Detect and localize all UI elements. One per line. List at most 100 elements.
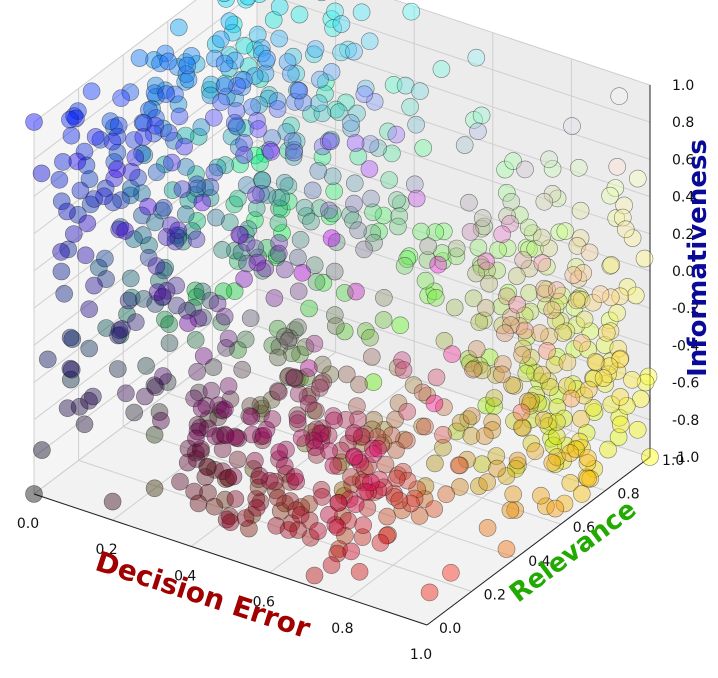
data-point (292, 498, 311, 516)
data-point (189, 309, 208, 328)
data-point (188, 179, 206, 198)
data-point (312, 480, 331, 499)
data-point (178, 56, 197, 75)
y-tick-label: 0.4 (528, 554, 550, 570)
grid-line (348, 430, 572, 600)
y-tick-label: 0.8 (617, 487, 639, 503)
data-point (253, 171, 272, 190)
data-point (473, 455, 491, 474)
grid-line (212, 359, 606, 492)
data-point (320, 505, 338, 524)
data-point (426, 454, 444, 473)
data-point (104, 193, 122, 212)
data-point (325, 262, 344, 281)
data-point (293, 263, 312, 282)
data-point (472, 258, 491, 277)
data-point (251, 70, 270, 88)
data-point (147, 109, 165, 127)
data-point (361, 328, 379, 347)
data-point (407, 115, 425, 134)
data-point (425, 282, 444, 301)
data-point (405, 489, 424, 508)
data-point (77, 156, 96, 175)
z-tick-label: 0.4 (672, 190, 694, 206)
data-point (122, 269, 140, 288)
data-point (139, 197, 157, 216)
data-point (483, 413, 502, 431)
data-point (547, 281, 566, 300)
data-point (609, 428, 628, 447)
data-point (279, 521, 298, 539)
data-point (158, 373, 177, 391)
data-point (101, 112, 120, 130)
data-point (429, 255, 448, 274)
z-tick-label: -0.6 (672, 376, 699, 392)
data-point (426, 288, 445, 307)
data-point (159, 52, 177, 71)
data-point (435, 331, 454, 350)
data-point (240, 407, 259, 425)
data-point (146, 295, 165, 313)
data-point (447, 239, 466, 258)
data-point (246, 239, 264, 258)
data-point (121, 186, 140, 205)
data-point (205, 109, 223, 127)
data-point (205, 497, 224, 516)
data-point (247, 490, 266, 508)
data-point (321, 132, 340, 151)
data-point (213, 241, 231, 259)
data-point (236, 509, 255, 527)
data-point (193, 282, 212, 301)
data-point (425, 500, 444, 518)
data-point (374, 311, 393, 329)
data-point (291, 231, 310, 249)
data-point (150, 403, 169, 421)
data-point (337, 365, 356, 384)
data-point (170, 107, 189, 126)
data-point (148, 283, 167, 302)
data-point (311, 424, 330, 443)
data-point (232, 243, 251, 262)
data-point (252, 39, 271, 57)
data-point (391, 316, 410, 335)
data-point (305, 334, 324, 353)
data-point (230, 225, 249, 244)
data-point (501, 214, 519, 233)
data-point (284, 148, 303, 166)
data-point (286, 468, 304, 486)
data-point (269, 214, 288, 232)
grid-line (78, 459, 472, 592)
data-point (290, 82, 309, 100)
data-point (356, 79, 375, 98)
data-point (134, 128, 153, 146)
data-point (362, 348, 381, 366)
data-point (249, 478, 268, 497)
data-point (467, 264, 485, 283)
data-point (157, 281, 176, 300)
data-point (221, 513, 240, 532)
data-point (25, 485, 43, 503)
data-point (564, 266, 583, 284)
data-point (509, 456, 527, 475)
data-point (398, 471, 417, 490)
data-point (192, 118, 211, 136)
data-point (160, 334, 179, 352)
data-point (268, 488, 287, 507)
data-point (641, 448, 659, 466)
data-point (279, 331, 298, 350)
data-point (350, 562, 369, 581)
data-point (514, 339, 533, 358)
data-point (220, 507, 239, 525)
data-point (227, 102, 246, 120)
data-point (420, 583, 439, 602)
data-point (309, 522, 327, 540)
data-point (485, 389, 504, 407)
data-point (279, 177, 298, 195)
data-point (369, 439, 387, 458)
data-point (240, 519, 258, 538)
data-point (364, 373, 383, 392)
data-point (105, 153, 124, 171)
data-point (237, 233, 256, 252)
data-point (455, 136, 474, 154)
data-point (507, 267, 526, 285)
